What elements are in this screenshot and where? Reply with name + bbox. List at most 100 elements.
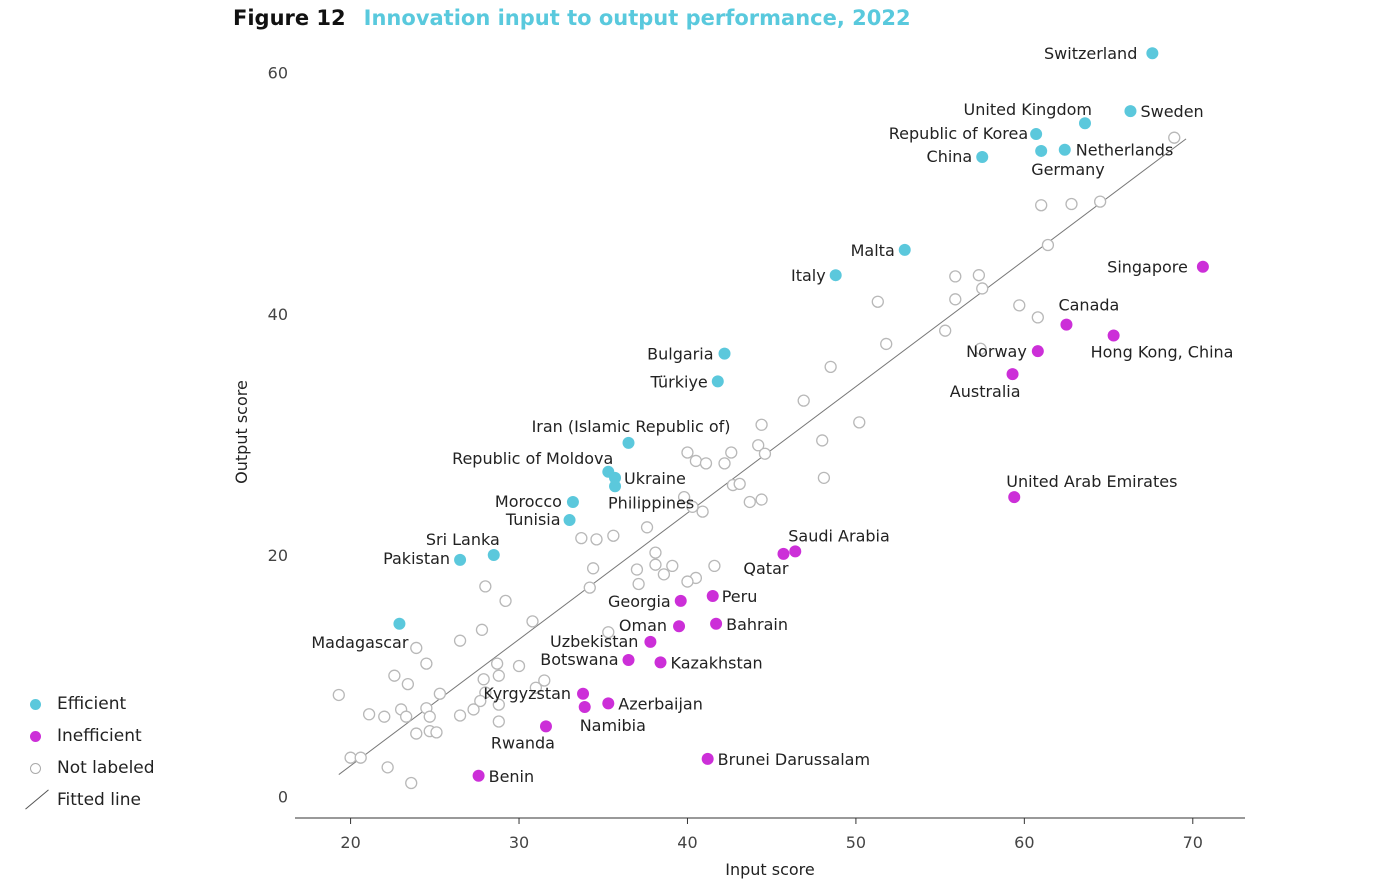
point-not-labeled [949, 270, 962, 283]
y-tick-label: 0 [278, 787, 288, 806]
point-label: Sri Lanka [426, 530, 500, 549]
point-label: Republic of Moldova [452, 449, 613, 468]
legend-label-fitted-line: Fitted line [57, 790, 141, 810]
point-not-labeled [400, 710, 413, 723]
point-not-labeled [583, 581, 596, 594]
point-not-labeled [1035, 199, 1048, 212]
legend-label-inefficient: Inefficient [57, 726, 142, 746]
point-not-labeled [743, 495, 756, 509]
point-not-labeled [492, 698, 505, 711]
point-not-labeled [1168, 131, 1181, 144]
point-inefficient [602, 697, 615, 710]
x-tick-label: 50 [846, 833, 866, 852]
x-tick-label: 60 [1014, 833, 1034, 852]
point-inefficient [622, 653, 635, 666]
point-not-labeled [492, 669, 505, 682]
point-efficient [711, 375, 724, 388]
point-inefficient [673, 620, 686, 633]
point-label: Italy [791, 266, 826, 285]
point-not-labeled [586, 562, 600, 575]
point-inefficient [710, 617, 723, 630]
x-axis-label: Input score [725, 860, 815, 879]
point-inefficient [1107, 329, 1120, 342]
point-inefficient [789, 545, 802, 558]
point-not-labeled [718, 457, 731, 470]
point-not-labeled [430, 726, 443, 739]
point-inefficient [1196, 260, 1209, 273]
point-not-labeled [575, 532, 588, 545]
point-efficient [898, 243, 911, 256]
point-not-labeled [490, 657, 504, 670]
point-label: Morocco [495, 492, 562, 511]
point-not-labeled [972, 269, 986, 282]
point-label: Georgia [608, 592, 671, 611]
point-label: Rwanda [491, 733, 555, 752]
point-not-labeled [529, 681, 543, 694]
point-not-labeled [1041, 238, 1055, 252]
point-not-labeled [976, 282, 989, 295]
point-label: Botswana [540, 650, 618, 669]
point-label: Tunisia [505, 510, 561, 529]
point-not-labeled [699, 457, 713, 470]
x-tick-label: 70 [1183, 833, 1203, 852]
point-inefficient [578, 701, 591, 714]
point-not-labeled [602, 626, 615, 639]
point-label: Germany [1031, 160, 1105, 179]
figure-title: Figure 12 Innovation input to output perf… [233, 6, 911, 30]
point-not-labeled [871, 295, 884, 308]
point-label: Singapore [1107, 258, 1188, 277]
point-not-labeled [423, 710, 436, 723]
fitted-line-icon [22, 789, 49, 810]
point-label: United Kingdom [964, 100, 1092, 119]
point-label: Kyrgyzstan [483, 684, 571, 703]
point-not-labeled [354, 751, 367, 764]
point-not-labeled [733, 477, 746, 491]
point-label: Kazakhstan [671, 653, 763, 672]
point-not-labeled [640, 521, 654, 534]
point-not-labeled [538, 674, 551, 687]
point-not-labeled [479, 580, 492, 593]
point-not-labeled [689, 454, 703, 468]
point-inefficient [1031, 345, 1044, 358]
point-not-labeled [696, 505, 709, 518]
point-efficient [1146, 47, 1159, 60]
point-inefficient [539, 720, 552, 733]
point-not-labeled [939, 324, 952, 337]
point-not-labeled [752, 439, 765, 452]
point-efficient [1030, 128, 1043, 141]
point-label: Philippines [608, 493, 694, 512]
point-label: Republic of Korea [889, 124, 1028, 143]
point-not-labeled [344, 751, 357, 764]
point-not-labeled [467, 703, 480, 716]
point-efficient [829, 269, 842, 282]
point-not-labeled [388, 669, 401, 682]
point-not-labeled [853, 416, 866, 429]
figure-title-text: Innovation input to output performance, … [363, 6, 911, 30]
point-inefficient [706, 590, 719, 603]
legend: Efficient Inefficient Not labeled Fitted… [22, 688, 155, 816]
point-not-labeled [405, 776, 418, 790]
point-not-labeled [816, 434, 829, 447]
point-not-labeled [1013, 299, 1026, 312]
point-inefficient [1006, 368, 1019, 381]
point-not-labeled [649, 546, 662, 559]
point-not-labeled [949, 293, 962, 306]
point-label: Bulgaria [647, 345, 713, 364]
point-not-labeled [401, 677, 415, 691]
legend-item-efficient: Efficient [22, 688, 155, 720]
point-not-labeled [666, 559, 679, 573]
y-tick-label: 60 [268, 64, 288, 83]
point-not-labeled [1031, 311, 1044, 324]
point-label: Switzerland [1044, 44, 1137, 63]
point-not-labeled [433, 687, 447, 700]
point-label: Uzbekistan [550, 632, 638, 651]
figure-label: Figure 12 [233, 6, 346, 30]
point-label: Sweden [1140, 102, 1203, 121]
point-not-labeled [420, 657, 433, 670]
point-not-labeled [725, 446, 738, 459]
point-not-labeled [410, 727, 423, 740]
point-inefficient [577, 687, 590, 700]
point-efficient [1078, 117, 1091, 130]
point-efficient [454, 553, 467, 566]
point-not-labeled [974, 342, 987, 355]
